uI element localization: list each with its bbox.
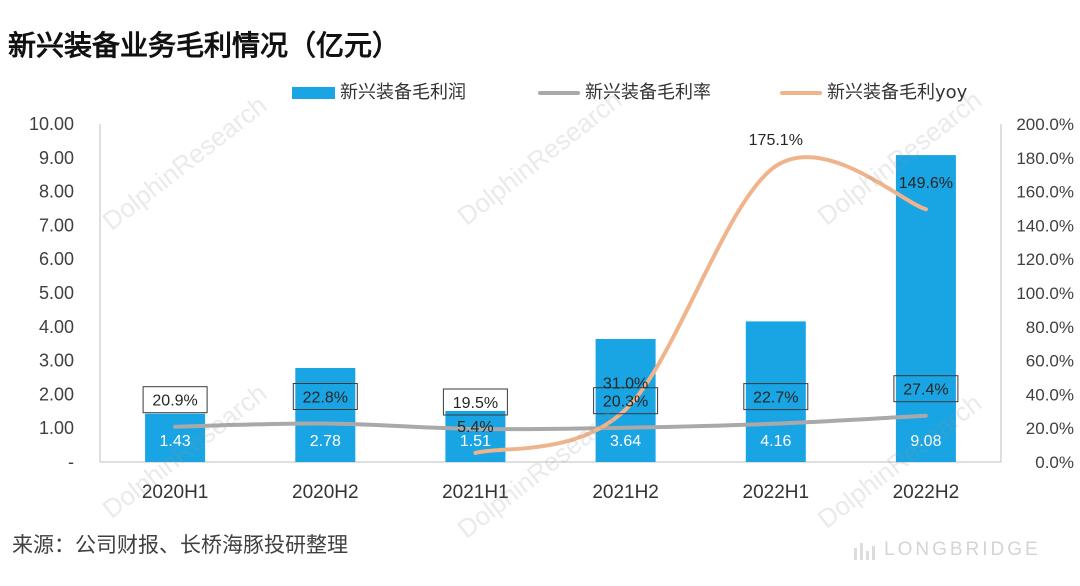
longbridge-logo-icon [854,543,875,560]
gross-profit-yoy-value-label: 31.0% [603,376,648,393]
left-axis-tick-label: 6.00 [39,249,74,269]
right-axis-tick-label: 0.0% [1035,453,1074,472]
gross-profit-yoy-value-label: 5.4% [457,419,493,436]
right-axis-tick-label: 160.0% [1016,183,1074,202]
x-axis-category-label: 2022H1 [743,482,810,503]
bar-value-label: 1.51 [460,433,491,450]
legend-item-gross-profit-yoy: 新兴装备毛利yoy [780,81,967,105]
left-axis-tick-label: 5.00 [39,283,74,303]
bar-gross-profit [895,155,956,462]
right-axis-tick-label: 60.0% [1026,352,1074,371]
left-axis-tick-label: 4.00 [39,317,74,337]
gross-margin-label-box [142,386,208,414]
gross-margin-label-box [442,388,508,416]
chart-title: 新兴装备业务毛利情况（亿元） [8,29,401,62]
bar-value-label: 4.16 [760,433,791,450]
left-axis-tick-label: 1.00 [39,418,74,438]
gross-margin-label-box [292,383,358,410]
watermarks: DolphinResearch DolphinResearch DolphinRes… [97,85,988,544]
gross-margin-value-label: 27.4% [903,382,948,399]
legend-swatch-gross-profit [292,87,335,99]
right-axis-tick-label: 100.0% [1016,284,1074,303]
gross-margin-value-label: 20.3% [603,394,648,411]
bar-value-label: 1.43 [160,433,191,450]
source-note: 来源：公司财报、长桥海豚投研整理 [12,533,348,557]
bar-gross-profit [595,339,656,462]
gross-margin-label-box [893,375,959,403]
legend-item-gross-profit: 新兴装备毛利润 [292,81,466,105]
legend-label-gross-profit-yoy: 新兴装备毛利yoy [827,82,968,103]
bar-value-label: 9.08 [910,433,941,450]
left-axis-tick-label: 8.00 [39,182,74,202]
line-gross-margin [173,413,928,432]
gross-margin-value-label: 22.7% [753,390,798,407]
dolphin-research-watermark: DolphinResearch [97,90,273,236]
bar-gross-profit [745,321,806,462]
gross-profit-yoy-value-label: 175.1% [749,132,803,149]
x-axis-category-label: 2022H2 [893,482,960,503]
axes: - 1.00 2.00 3.00 4.00 5.00 6.00 7.00 8.00 9.00 10.… [29,114,1074,503]
x-axis-category-label: 2020H2 [292,482,359,503]
right-axis-tick-label: 40.0% [1026,385,1074,404]
longbridge-watermark: LONGBRIDGE [884,539,1041,560]
left-axis-tick-label: 7.00 [39,215,74,235]
legend-label-gross-margin: 新兴装备毛利率 [585,82,711,103]
right-axis-tick-label: 140.0% [1016,216,1074,235]
bar-gross-profit [145,413,206,462]
left-axis-tick-label: 2.00 [39,384,74,404]
left-axis-tick-label: - [68,452,74,472]
data-labels: 1.43 2.78 1.51 3.64 4.16 9.08 20.9% 22.8% 19.5% 2… [142,132,959,450]
gross-margin-label-box [743,383,809,411]
legend-item-gross-margin: 新兴装备毛利率 [538,81,711,105]
right-axis-tick-label: 20.0% [1026,419,1074,438]
x-axis-category-label: 2021H1 [442,482,509,503]
left-axis-tick-label: 3.00 [39,351,74,371]
right-axis-tick-label: 200.0% [1016,115,1074,134]
bar-value-label: 2.78 [310,433,341,450]
x-axis-category-label: 2020H1 [142,482,209,503]
gross-margin-label-box [593,387,659,415]
left-axis-tick-label: 9.00 [39,148,74,168]
gross-margin-value-label: 19.5% [453,395,498,412]
line-series [173,155,928,455]
right-axis-tick-label: 120.0% [1016,250,1074,269]
bar-series-gross-profit [145,155,956,462]
bar-value-label: 3.64 [610,433,641,450]
legend-swatch-gross-profit-yoy [780,91,822,95]
line-gross-profit-yoy [473,155,928,455]
gross-margin-value-label: 20.9% [152,393,197,410]
gross-margin-value-label: 22.8% [303,390,348,407]
legend-label-gross-profit: 新兴装备毛利润 [340,82,466,103]
left-axis-tick-label: 10.00 [29,114,74,134]
right-axis-tick-label: 80.0% [1026,318,1074,337]
legend-swatch-gross-margin [538,91,580,95]
dolphin-research-watermark: DolphinResearch [452,85,628,231]
right-axis-tick-label: 180.0% [1016,149,1074,168]
x-axis-category-label: 2021H2 [592,482,659,503]
gross-profit-yoy-value-label: 149.6% [899,175,953,192]
